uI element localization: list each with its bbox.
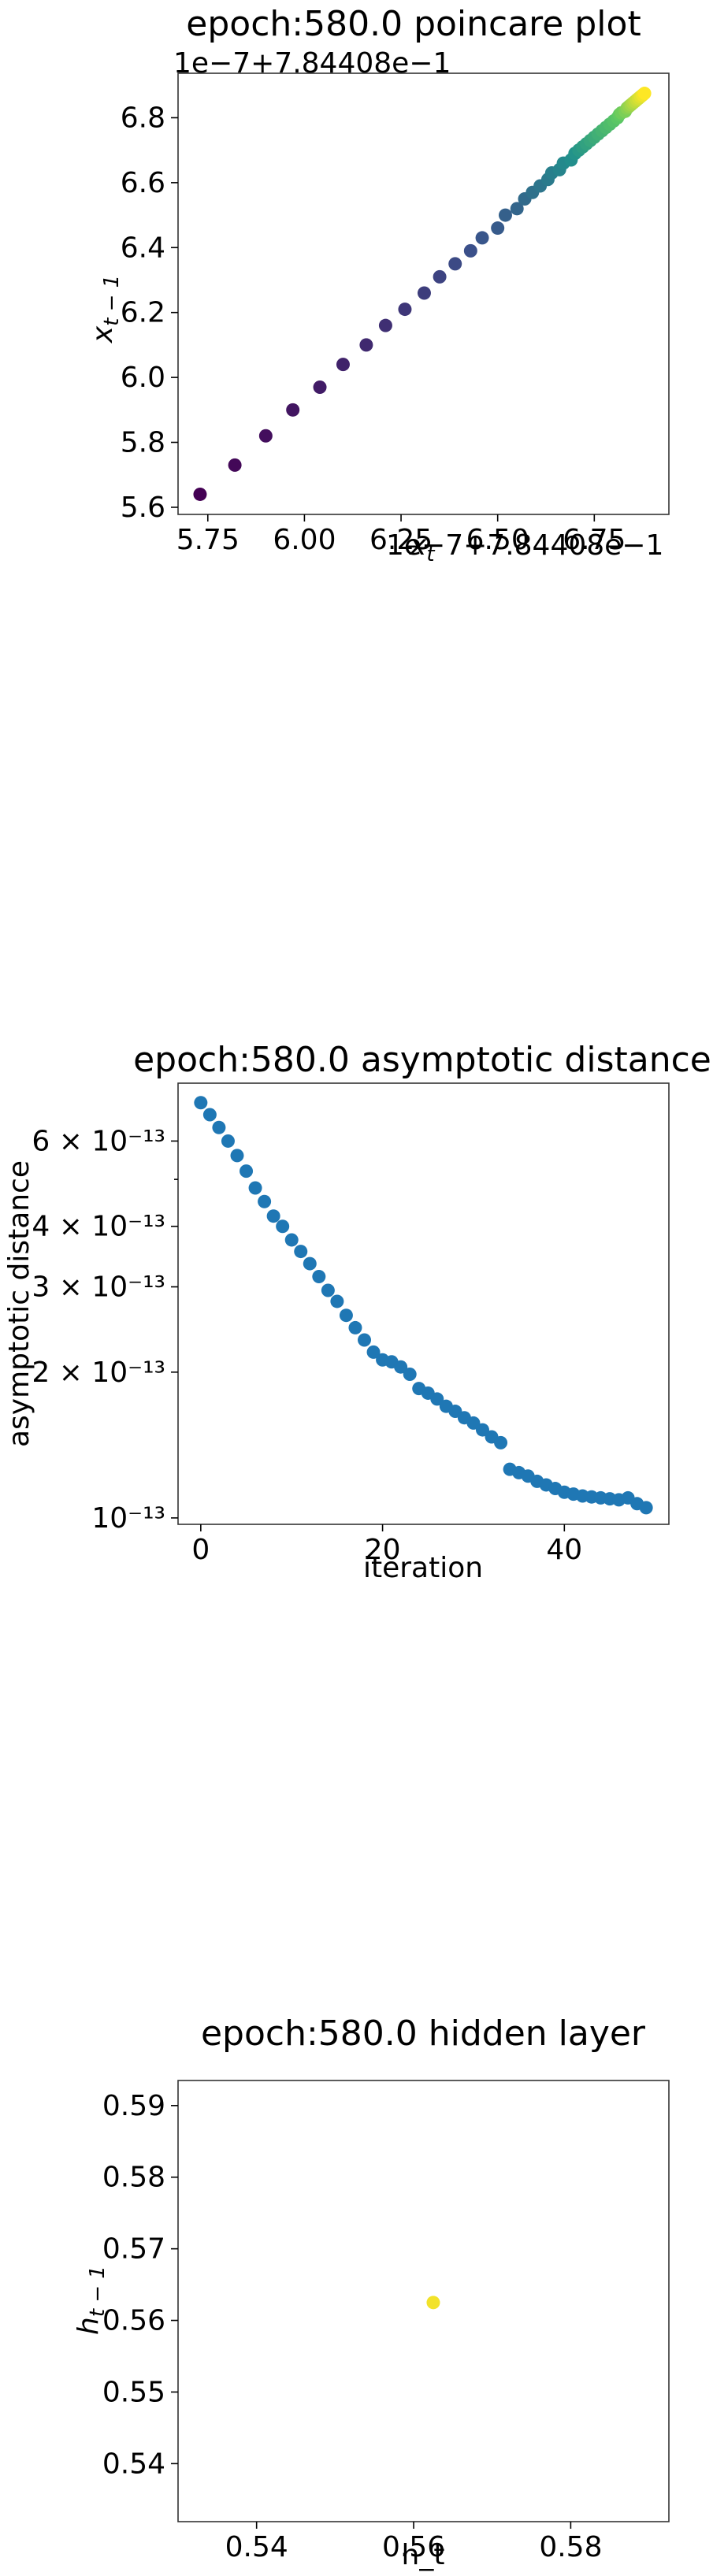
poincare-y-tick-label: 6.6 — [121, 167, 165, 199]
poincare-point — [417, 286, 431, 300]
asymptotic-point — [276, 1219, 290, 1234]
hidden-x-tick-label: 0.58 — [539, 2531, 602, 2563]
poincare-point — [313, 380, 327, 394]
poincare-xlabel: xt — [409, 529, 435, 566]
asymptotic-point — [466, 1416, 481, 1430]
asymptotic-point — [258, 1194, 272, 1208]
hidden-title: epoch:580.0 hidden layer — [201, 2014, 646, 2054]
poincare-x-tick-label: 6.25 — [369, 524, 433, 556]
poincare-point — [359, 338, 373, 352]
poincare-point — [433, 269, 447, 284]
asymptotic-point — [294, 1245, 308, 1259]
asymptotic-x-tick-label: 20 — [365, 1534, 401, 1566]
poincare-y-offset: 1e−7+7.84408e−1 — [173, 47, 451, 80]
asymptotic-point — [212, 1120, 226, 1134]
asymptotic-point — [221, 1134, 235, 1148]
asymptotic-y-tick-label: 4 × 10⁻¹³ — [32, 1211, 165, 1243]
hidden-y-tick-label: 0.59 — [102, 2090, 165, 2122]
hidden-y-tick-label: 0.55 — [102, 2376, 165, 2408]
poincare-point — [258, 429, 273, 443]
asymptotic-point — [194, 1096, 208, 1110]
poincare-x-tick-label: 5.75 — [176, 524, 240, 556]
poincare-plot: epoch:580.0 poincare plot 1e−7+7.84408e−… — [87, 4, 670, 566]
poincare-point — [498, 208, 512, 222]
asymptotic-y-tick-label: 10⁻¹³ — [91, 1502, 165, 1535]
poincare-y-tick-label: 5.6 — [121, 492, 165, 524]
poincare-x-tick-label: 6.00 — [273, 524, 336, 556]
poincare-point — [286, 403, 300, 417]
hidden-y-tick-label: 0.56 — [102, 2305, 165, 2337]
poincare-x-tick-label: 6.50 — [466, 524, 529, 556]
poincare-ylabel: xt − 1 — [87, 275, 124, 343]
asymptotic-distance-plot: epoch:580.0 asymptotic distance 6 × 10⁻¹… — [3, 1040, 711, 1584]
asymptotic-ylabel: asymptotic distance — [3, 1160, 35, 1447]
asymptotic-y-tick-label: 2 × 10⁻¹³ — [32, 1357, 165, 1389]
poincare-x-offset: 1e−7+7.84408e−1 — [386, 529, 663, 562]
poincare-x-tick-label: 6.75 — [563, 524, 626, 556]
poincare-y-tick-label: 6.4 — [121, 232, 165, 264]
poincare-axes — [177, 72, 670, 515]
poincare-point — [463, 243, 477, 258]
poincare-point — [398, 303, 412, 317]
poincare-point — [378, 318, 392, 332]
asymptotic-axes — [177, 1082, 670, 1525]
asymptotic-point — [321, 1283, 335, 1297]
hidden-x-tick-label: 0.56 — [382, 2531, 445, 2563]
asymptotic-point — [348, 1320, 362, 1334]
hidden-point — [426, 2296, 440, 2310]
hidden-xlabel: h_t — [402, 2539, 445, 2571]
poincare-point — [228, 458, 242, 472]
poincare-y-tick-label: 5.8 — [121, 427, 165, 459]
asymptotic-point — [303, 1256, 317, 1271]
asymptotic-point — [403, 1367, 417, 1381]
poincare-point — [491, 221, 505, 236]
hidden-y-tick-label: 0.58 — [102, 2162, 165, 2194]
asymptotic-x-tick-label: 0 — [191, 1534, 210, 1566]
poincare-point — [336, 358, 350, 372]
asymptotic-xlabel: iteration — [363, 1552, 483, 1584]
asymptotic-point — [266, 1209, 280, 1223]
poincare-point — [510, 202, 524, 216]
asymptotic-point — [230, 1149, 244, 1163]
asymptotic-point — [330, 1294, 344, 1308]
hidden-axes — [177, 2080, 670, 2522]
asymptotic-point — [366, 1345, 381, 1359]
poincare-title: epoch:580.0 poincare plot — [186, 4, 641, 44]
poincare-point — [448, 257, 462, 271]
poincare-y-tick-label: 6.2 — [121, 297, 165, 329]
asymptotic-point — [394, 1360, 408, 1374]
asymptotic-point — [240, 1164, 254, 1179]
asymptotic-point — [339, 1308, 353, 1323]
poincare-point — [475, 231, 489, 245]
asymptotic-x-tick-label: 40 — [546, 1534, 582, 1566]
asymptotic-point — [430, 1392, 444, 1406]
hidden-y-tick-label: 0.54 — [102, 2448, 165, 2480]
hidden-x-tick-label: 0.54 — [225, 2531, 288, 2563]
asymptotic-y-tick-label: 3 × 10⁻¹³ — [32, 1271, 165, 1304]
hidden-layer-plot: epoch:580.0 hidden layer 0.54 0.55 0.56 0.5… — [72, 2014, 670, 2571]
asymptotic-y-tick-label: 6 × 10⁻¹³ — [32, 1125, 165, 1157]
hidden-ylabel: ht − 1 — [72, 2266, 110, 2335]
poincare-point — [637, 87, 652, 101]
poincare-point — [193, 487, 207, 501]
asymptotic-title: epoch:580.0 asymptotic distance — [133, 1040, 711, 1080]
asymptotic-point — [248, 1181, 262, 1195]
asymptotic-point — [475, 1423, 489, 1437]
poincare-y-tick-label: 6.0 — [121, 362, 165, 394]
asymptotic-point — [312, 1270, 326, 1284]
asymptotic-point — [284, 1233, 299, 1247]
asymptotic-point — [358, 1333, 372, 1347]
poincare-y-tick-label: 6.8 — [121, 102, 165, 134]
asymptotic-point — [202, 1108, 217, 1122]
asymptotic-point — [494, 1435, 508, 1449]
hidden-y-tick-label: 0.57 — [102, 2233, 165, 2266]
asymptotic-point — [639, 1501, 653, 1515]
